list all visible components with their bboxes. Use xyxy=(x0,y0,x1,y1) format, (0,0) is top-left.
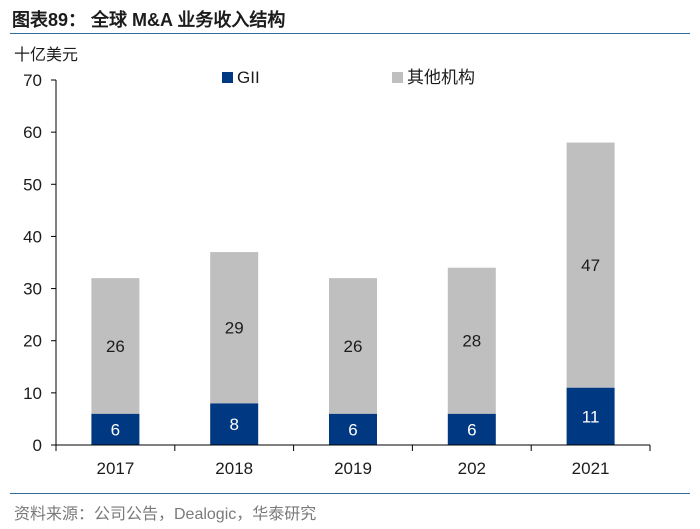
bar-value-label: 6 xyxy=(111,420,120,439)
bar-value-label: 47 xyxy=(581,256,600,275)
footer-divider xyxy=(10,493,690,494)
bars: 6 26 8 29 6 26 6 28 11 47 xyxy=(91,142,615,445)
y-axis: 0 10 20 30 40 50 60 70 xyxy=(23,71,57,455)
bar-value-label: 8 xyxy=(229,415,238,434)
x-axis: 2017 2018 2019 202 2021 xyxy=(55,444,651,478)
x-tick-label: 2018 xyxy=(215,459,253,478)
legend-label: 其他机构 xyxy=(407,68,475,87)
bar-value-label: 29 xyxy=(225,319,244,338)
bar-value-label: 26 xyxy=(106,337,125,356)
y-tick-label: 60 xyxy=(23,123,42,142)
chart-title: 图表89： 全球 M&A 业务收入结构 xyxy=(12,10,286,30)
source-note: 资料来源：公司公告，Dealogic，华泰研究 xyxy=(14,506,317,523)
x-tick-label: 2021 xyxy=(572,459,610,478)
bar-segment-other xyxy=(566,142,615,388)
y-tick-label: 40 xyxy=(23,227,42,246)
legend-swatch xyxy=(222,72,233,83)
bar-segment-gii xyxy=(210,403,259,445)
legend: GII 其他机构 xyxy=(222,68,475,87)
bar-segment-gii xyxy=(91,413,140,445)
x-tick-label: 202 xyxy=(458,459,486,478)
x-tick-label: 2017 xyxy=(96,459,134,478)
y-tick-label: 20 xyxy=(23,332,42,351)
y-tick-label: 50 xyxy=(23,175,42,194)
legend-swatch xyxy=(392,72,403,83)
y-tick-label: 70 xyxy=(23,71,42,90)
bar-value-label: 6 xyxy=(348,420,357,439)
bar-value-label: 11 xyxy=(582,407,600,426)
bar-value-label: 26 xyxy=(344,337,363,356)
bar-segment-other xyxy=(210,252,259,404)
bar-segment-other xyxy=(329,278,377,414)
bar-segment-gii xyxy=(329,413,377,445)
x-tick-label: 2019 xyxy=(334,459,372,478)
bar-segment-other xyxy=(91,278,140,414)
bar-segment-gii xyxy=(566,387,615,445)
y-tick-label: 0 xyxy=(33,436,42,455)
bar-value-label: 28 xyxy=(462,332,481,351)
bar-segment-gii xyxy=(447,413,496,445)
y-tick-label: 10 xyxy=(23,384,42,403)
legend-label: GII xyxy=(237,68,260,87)
title-divider xyxy=(10,33,690,34)
y-tick-label: 30 xyxy=(23,280,42,299)
stacked-bar-chart: 十亿美元 GII 其他机构 0 10 20 30 40 50 60 70 6 26 8 29 6 26 6 2… xyxy=(14,46,651,478)
bar-segment-other xyxy=(447,267,496,414)
bar-value-label: 6 xyxy=(467,420,476,439)
y-axis-unit-label: 十亿美元 xyxy=(14,46,78,64)
